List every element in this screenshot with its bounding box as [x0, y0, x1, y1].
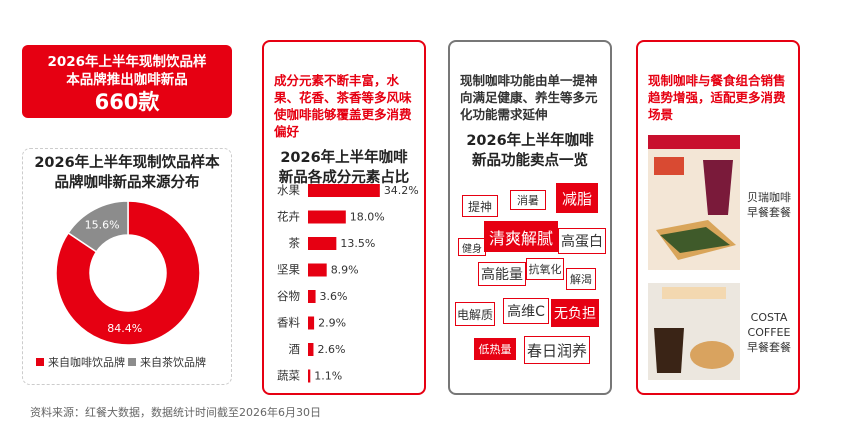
bar	[308, 316, 315, 330]
caption: 贝瑞咖啡 早餐套餐	[744, 190, 794, 220]
header-title: 2026年上半年现制饮品样本品牌推出咖啡新品	[47, 54, 207, 88]
panel-note: 成分元素不断丰富，水果、花香、茶香等多风味使咖啡能够覆盖更多消费偏好	[274, 73, 412, 139]
value-label: 34.2%	[384, 184, 419, 197]
bar	[308, 184, 380, 197]
donut-chart: 84.4% 来自咖啡饮品牌 15.6% 来自茶饮品牌	[36, 200, 206, 369]
bar	[308, 263, 327, 277]
tag: 消暑	[510, 190, 546, 210]
category-label: 酒	[289, 342, 301, 356]
category-label: 坚果	[277, 263, 300, 277]
tag: 电解质	[455, 302, 495, 326]
value-label: 1.1%	[314, 370, 342, 383]
value-label: 18.0%	[350, 211, 385, 224]
value-label: 84.4%	[107, 322, 142, 335]
tag-highlight: 无负担	[551, 299, 599, 327]
panel-title: 2026年上半年咖啡新品功能卖点一览	[466, 133, 594, 169]
caption-line: 早餐套餐	[747, 206, 791, 219]
tag: 高能量	[478, 262, 526, 286]
donut-card: 2026年上半年现制饮品样本品牌咖啡新品来源分布	[22, 148, 232, 385]
legend-label: 来自茶饮品牌	[140, 355, 206, 369]
tag: 抗氧化	[526, 258, 564, 280]
bar	[308, 210, 346, 224]
caption-line: 贝瑞咖啡	[747, 191, 791, 204]
panel-note: 现制咖啡功能由单一提神向满足健康、养生等多元化功能需求延伸	[460, 73, 598, 122]
product-image	[648, 135, 740, 270]
panel: 现制咖啡功能由单一提神向满足健康、养生等多元化功能需求延伸 2026年上半年咖啡…	[448, 40, 612, 395]
chart-title: 2026年上半年现制饮品样本品牌咖啡新品来源分布	[34, 155, 220, 191]
header-box: 2026年上半年现制饮品样本品牌推出咖啡新品 660款	[22, 45, 232, 118]
value-label: 15.6%	[85, 218, 120, 231]
category-label: 蔬菜	[277, 369, 300, 383]
chart-title: 2026年上半年咖啡新品各成分元素占比	[278, 150, 410, 186]
category-label: 香料	[277, 316, 300, 330]
bar	[308, 237, 337, 250]
product-image	[648, 283, 740, 380]
value-label: 13.5%	[340, 237, 375, 250]
tag: 健身	[458, 238, 486, 256]
tag: 提神	[462, 195, 498, 217]
header-value: 660款	[94, 90, 160, 114]
panel: 现制咖啡与餐食组合销售趋势增强，适配更多消费场景	[636, 40, 800, 395]
tag-highlight: 低热量	[474, 338, 516, 360]
category-label: 水果	[277, 183, 300, 197]
category-label: 谷物	[277, 289, 300, 303]
value-label: 2.6%	[317, 343, 345, 356]
bar	[308, 343, 314, 356]
value-label: 3.6%	[320, 290, 348, 303]
bar	[308, 290, 316, 303]
tag-highlight: 清爽解腻	[484, 221, 558, 252]
tag: 高维C	[503, 298, 549, 324]
caption-line: 早餐套餐	[747, 341, 791, 354]
legend-label: 来自咖啡饮品牌	[48, 355, 125, 369]
tag: 高蛋白	[558, 228, 606, 254]
caption: COSTA COFFEE 早餐套餐	[744, 310, 794, 355]
source: 资料来源：红餐大数据，数据统计时间截至2026年6月30日	[30, 406, 321, 419]
bar	[308, 369, 311, 383]
bar-chart: 水果 34.2% 花卉 18.0% 茶 13.5% 坚果 8.9% 谷物 3.6% 香料 2.9% 酒 2…	[277, 183, 419, 383]
value-label: 8.9%	[331, 264, 359, 277]
panel: 成分元素不断丰富，水果、花香、茶香等多风味使咖啡能够覆盖更多消费偏好 2026年…	[262, 40, 426, 395]
caption-line: COSTA	[750, 311, 788, 324]
panel-note: 现制咖啡与餐食组合销售趋势增强，适配更多消费场景	[648, 73, 786, 122]
tag: 解渴	[566, 268, 596, 290]
category-label: 茶	[289, 236, 301, 250]
donut-slice	[55, 200, 201, 346]
category-label: 花卉	[277, 210, 300, 224]
tag-highlight: 减脂	[556, 183, 598, 213]
tag: 春日润养	[524, 336, 590, 364]
caption-line: COFFEE	[747, 326, 791, 339]
legend-swatch	[128, 358, 136, 366]
value-label: 2.9%	[318, 317, 346, 330]
legend-swatch	[36, 358, 44, 366]
donut-slice	[67, 200, 129, 253]
